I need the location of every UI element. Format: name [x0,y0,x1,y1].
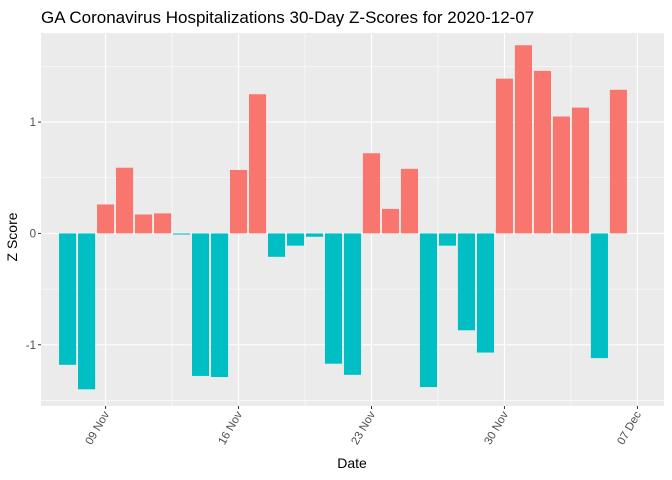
bar [78,233,96,390]
bar [286,233,305,246]
bar [381,208,400,234]
bar [267,233,286,257]
bar [173,233,191,235]
bar [135,214,153,234]
chart-title: GA Coronavirus Hospitalizations 30-Day Z… [41,8,534,27]
y-tick-label: -1 [26,340,36,352]
bar [438,233,457,246]
bar [154,213,172,234]
x-tick-label: 09 Nov [84,409,113,447]
x-tick-label: 23 Nov [349,409,378,447]
x-axis-title: Date [337,455,367,471]
y-axis: -1 0 1 [26,117,41,352]
bar [514,45,532,234]
y-tick-label: 0 [30,228,36,240]
bar [476,233,495,353]
bar [457,233,476,331]
bar [97,204,115,234]
bar [533,70,551,234]
bar [495,78,513,234]
bar [229,169,248,234]
x-tick-label: 07 Dec [615,409,644,447]
bar [192,233,210,376]
bars [59,45,627,390]
y-axis-title: Z Score [4,212,20,261]
y-tick-label: 1 [30,117,36,129]
bar [324,233,343,364]
x-axis: 09 Nov 16 Nov 23 Nov 30 Nov 07 Dec [84,406,644,447]
bar [116,167,134,234]
bar [210,233,229,378]
x-tick-label: 30 Nov [482,409,511,447]
bar [248,94,267,234]
grid-minor [41,33,664,406]
bar [419,233,438,388]
bar [305,233,324,237]
bar [590,233,608,359]
bar [609,89,627,234]
bar [400,168,419,234]
bar [552,116,570,234]
bar [571,107,589,234]
bar [343,233,362,375]
bar [59,233,77,365]
x-tick-label: 16 Nov [217,409,246,447]
bar [362,153,381,234]
